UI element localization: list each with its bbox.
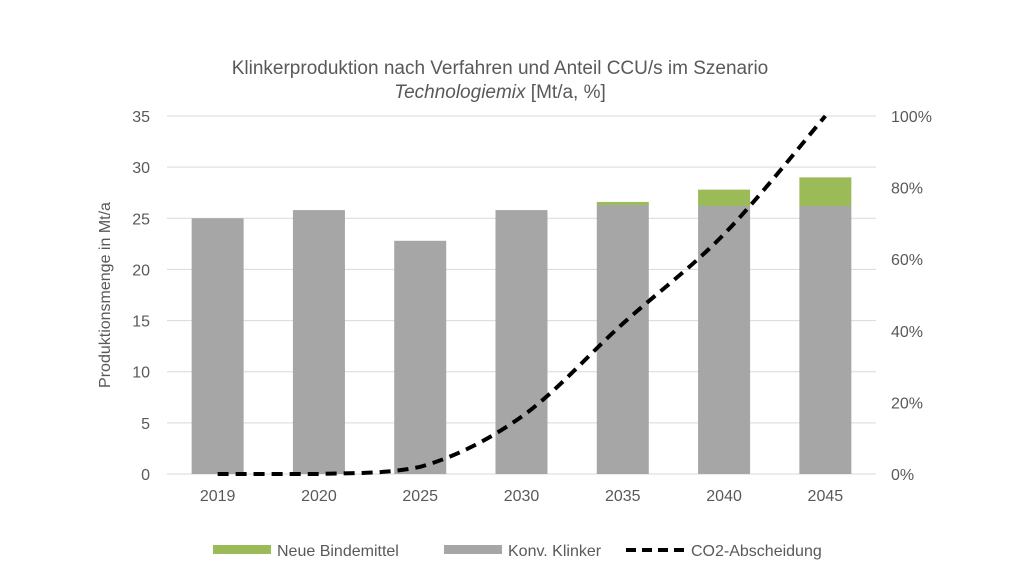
y-tick-label: 25 [132,211,150,228]
x-tick-label: 2019 [200,488,236,505]
bar-konv-klinker [292,210,345,475]
y2-tick-label: 80% [891,181,923,198]
bar-neue-bindemittel [596,201,649,205]
y2-tick-label: 40% [891,324,923,341]
x-tick-label: 2020 [301,488,337,505]
y-axis-ticks: 0 5 10 15 20 25 30 35 [132,109,150,484]
x-tick-label: 2030 [504,488,540,505]
legend-label-konv-klinker: Konv. Klinker [508,543,602,560]
bar-konv-klinker [191,218,244,474]
x-axis-ticks: 2019 2020 2025 2030 2035 2040 2045 [200,488,843,505]
y2-axis-ticks: 0% 20% 40% 60% 80% 100% [891,109,932,484]
co2-abscheidung-line [217,114,827,476]
y2-tick-label: 60% [891,252,923,269]
y-tick-label: 20 [132,262,150,279]
bar-neue-bindemittel [698,189,751,207]
x-tick-label: 2040 [706,488,742,505]
co2-line [217,114,827,476]
x-tick-label: 2045 [808,488,844,505]
y-axis-title: Produktionsmenge in Mt/a [97,202,114,388]
x-tick-label: 2025 [402,488,438,505]
bar-neue-bindemittel [799,177,852,207]
legend-swatch-konv-klinker [444,545,502,554]
bar-konv-klinker [394,240,447,474]
legend-label-neue-bindemittel: Neue Bindemittel [277,543,399,560]
legend-label-co2-abscheidung: CO2-Abscheidung [691,543,822,560]
bar-konv-klinker [799,206,852,475]
y-tick-label: 10 [132,365,150,382]
y2-tick-label: 100% [891,109,932,126]
legend-swatch-neue-bindemittel [213,545,271,554]
bar-konv-klinker [698,206,751,475]
y-tick-label: 15 [132,314,150,331]
y-tick-label: 0 [141,467,150,484]
y2-tick-label: 0% [891,467,914,484]
y-tick-label: 5 [141,416,150,433]
chart-title-line2: Technologiemix [Mt/a, %] [394,82,606,103]
y2-tick-label: 20% [891,395,923,412]
bars [191,177,852,475]
y-tick-label: 35 [132,109,150,126]
y-tick-label: 30 [132,160,150,177]
bar-konv-klinker [596,204,649,474]
chart-title-line1: Klinkerproduktion nach Verfahren und Ant… [232,58,769,79]
bar-konv-klinker [495,210,548,475]
legend: Neue Bindemittel Konv. Klinker CO2-Abschei… [213,543,822,560]
x-tick-label: 2035 [605,488,641,505]
